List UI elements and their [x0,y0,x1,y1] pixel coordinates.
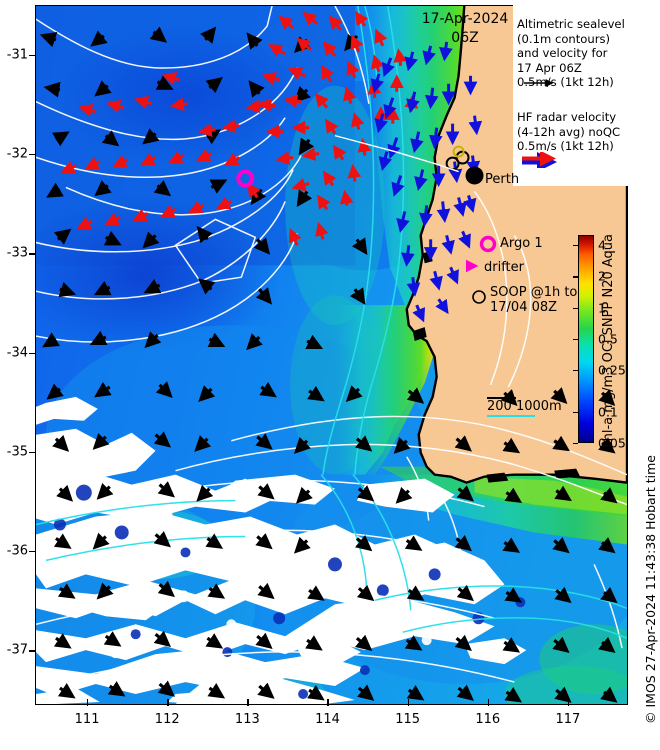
colorbar-tick-mark [573,276,578,278]
perth-marker [465,166,484,185]
y-tick-label: -33 [6,245,28,261]
x-tick-label: 113 [234,712,260,727]
colorbar-tick-mark [573,339,578,341]
drifter-legend-icon [466,259,479,273]
x-tick-label: 114 [315,712,340,727]
soop-label: SOOP @1h to 17/04 08Z [490,285,578,315]
hf-radar-arrow-icon [522,152,557,168]
x-tick-label: 115 [395,712,421,727]
y-tick-mark [29,352,36,354]
altimetric-arrow-icon [524,79,554,87]
x-tick-label: 117 [555,712,581,727]
x-tick-label: 112 [154,712,180,727]
argo-legend-icon [479,235,497,253]
y-tick-label: -35 [6,444,28,460]
velocity-arrows [39,10,618,703]
colorbar-tick-label: 0.1 [598,404,618,420]
colorbar-tick-mark [573,307,578,309]
scale-200m-line [487,397,516,399]
x-tick-label: 116 [475,712,501,727]
x-tick-mark [247,699,249,706]
soop-track [334,134,459,173]
y-tick-mark [29,54,36,57]
legend-white-panel [513,5,628,186]
x-tick-mark [327,699,329,706]
y-tick-label: -31 [6,47,28,63]
title-date-line2: 06Z [451,30,479,46]
colorbar-tick-label: 1 [598,300,606,316]
scale-bar-label: 200 1000m [487,399,562,414]
colorbar-tick-mark [573,411,578,413]
drifter-label: drifter [484,260,524,275]
colorbar-tick-label: 2 [598,268,606,284]
y-tick-label: -37 [6,642,28,658]
plot-title: 17-Apr-2024 06Z [405,10,525,48]
y-tick-mark [29,551,36,553]
station-markers[interactable] [36,6,627,704]
y-tick-mark [29,153,36,156]
x-tick-mark [567,699,570,706]
x-tick-mark [167,699,169,706]
colorbar-tick-mark [573,370,578,372]
y-tick-label: -32 [6,146,28,162]
scale-1000m-line [487,415,535,417]
argo-label: Argo 1 [500,236,543,251]
hf-radar-legend-text: HF radar velocity (4-12h avg) noQC 0.5m/… [517,110,621,154]
map-plot-area[interactable] [35,5,628,705]
colorbar-tick-label: 0.25 [598,362,626,378]
y-tick-label: -34 [6,345,28,361]
colorbar-tick-label: 4 [598,237,606,253]
x-tick-mark [487,699,490,706]
soop-legend-icon [472,290,486,304]
colorbar-tick-label: 0.5 [598,331,618,347]
title-date-line1: 17-Apr-2024 [421,11,509,27]
y-tick-mark [29,253,36,255]
argo-marker [236,169,255,188]
copyright-text: © IMOS 27-Apr-2024 11:43:38 Hobart time [643,455,658,724]
perth-label: Perth [485,172,520,187]
colorbar-tick-mark [573,443,578,445]
y-tick-mark [29,451,36,454]
colorbar-tick-mark [573,245,578,247]
colorbar-tick-label: 0.05 [598,435,626,451]
colorbar [578,235,594,443]
soop-marker-3 [452,145,465,158]
x-tick-label: 111 [74,712,100,727]
x-tick-mark [87,699,89,706]
y-tick-mark [29,650,36,652]
x-tick-mark [407,699,410,706]
y-tick-label: -36 [6,543,28,559]
